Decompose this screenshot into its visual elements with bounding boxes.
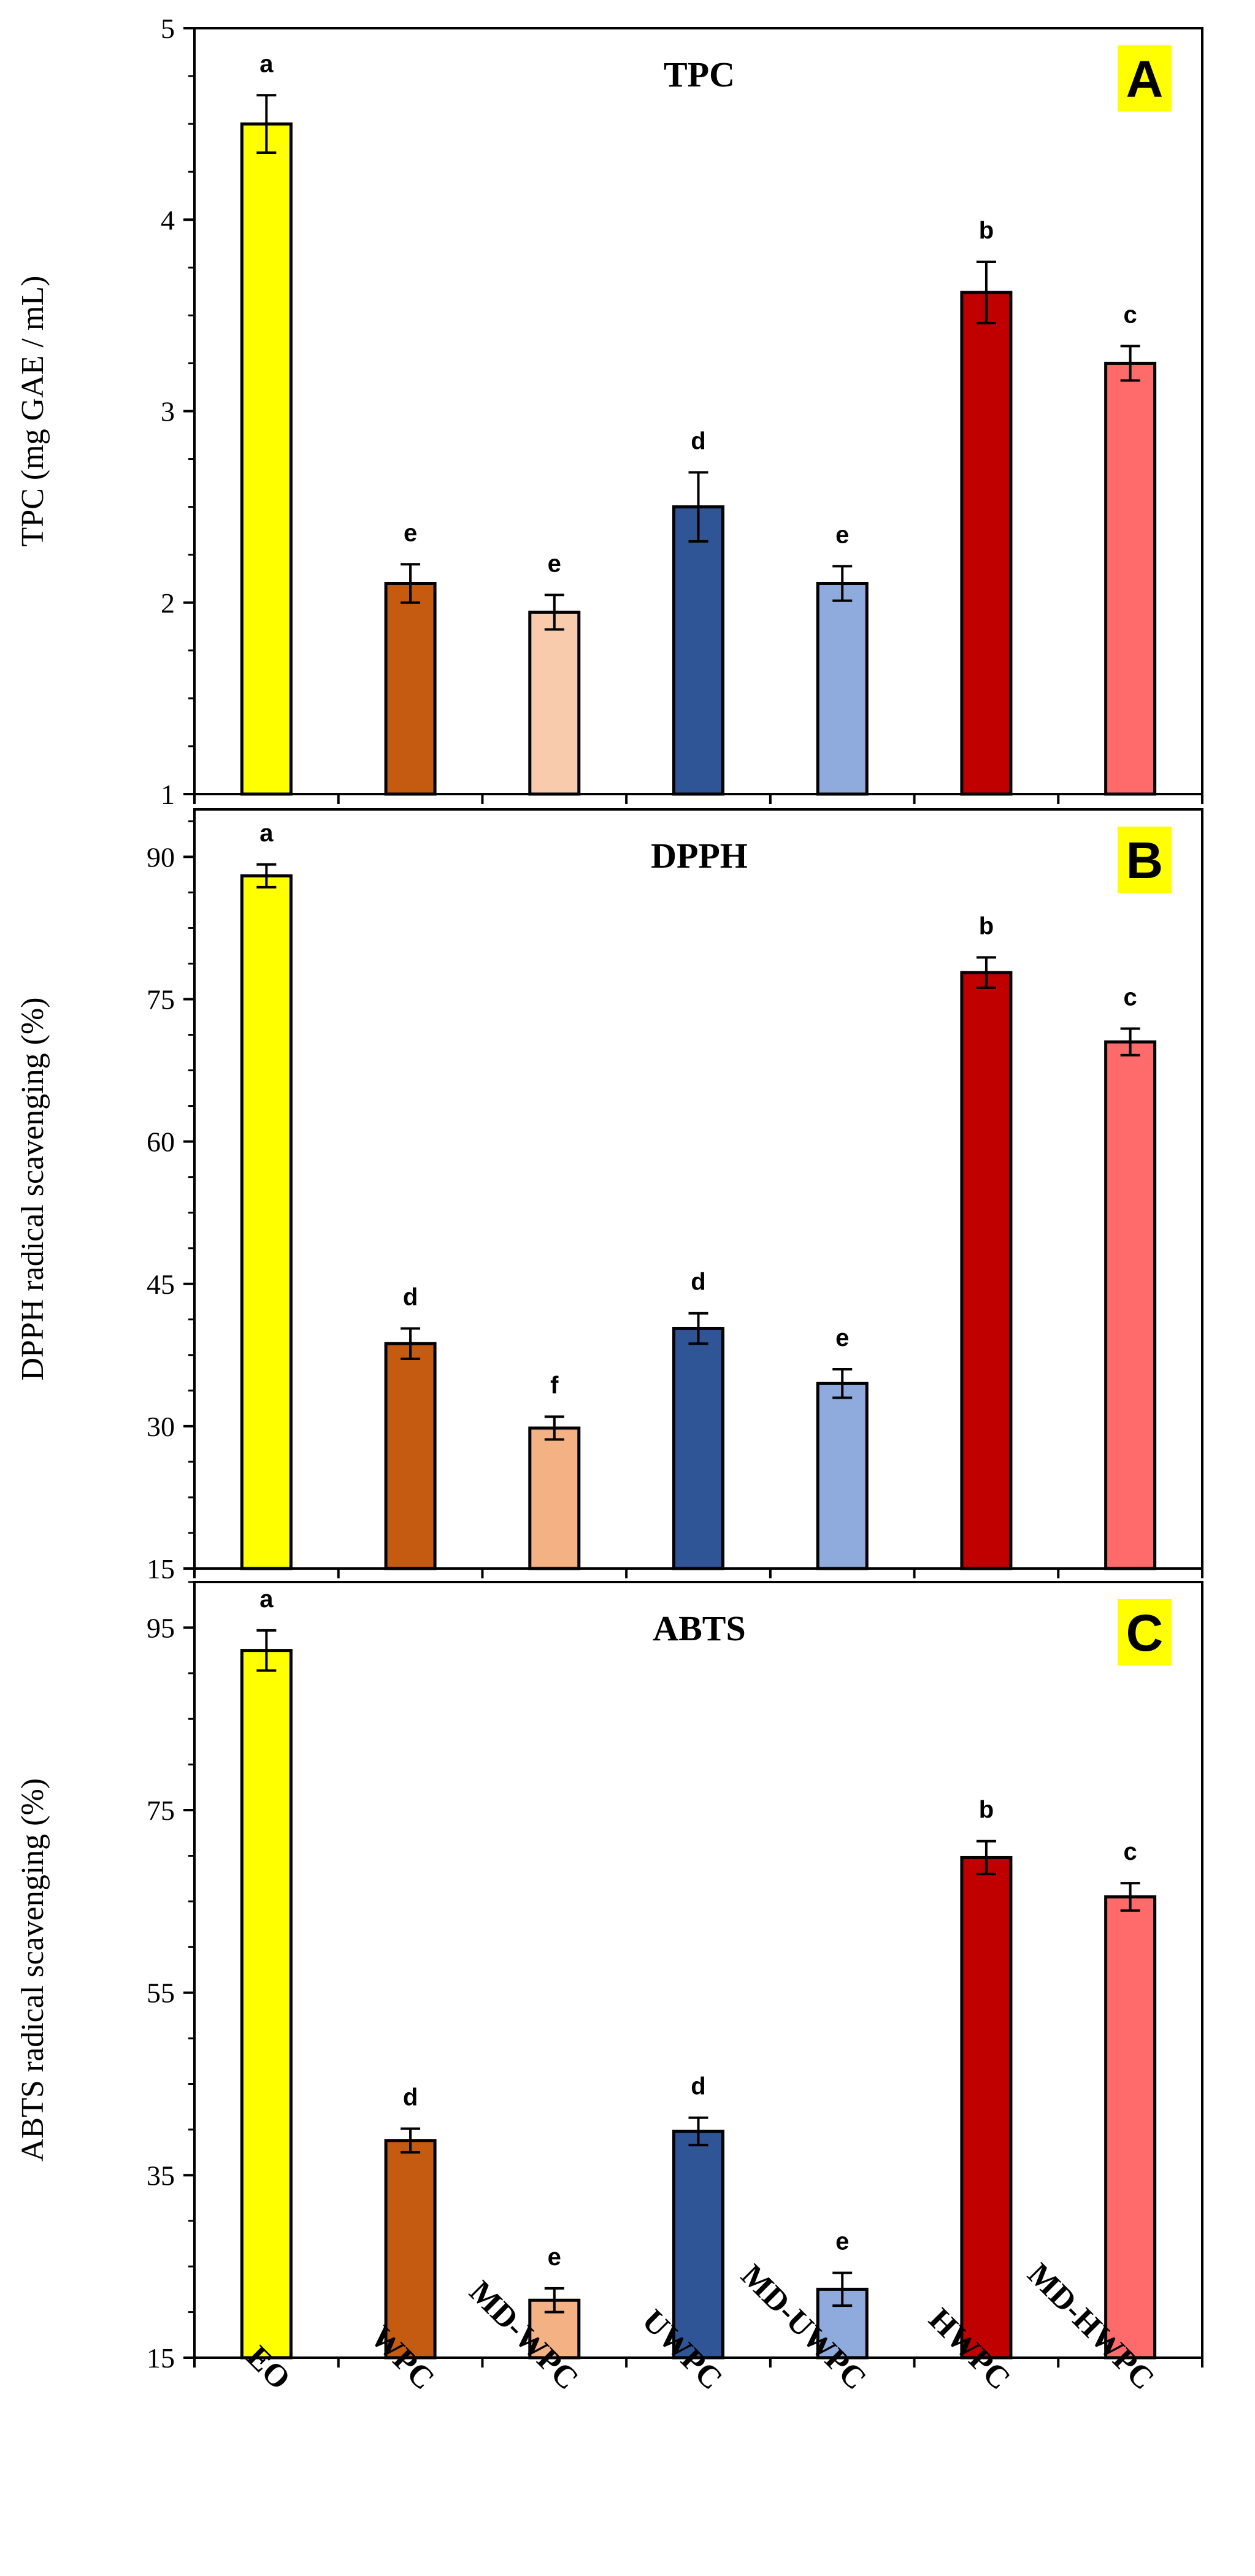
bar: [240, 1649, 293, 2360]
y-tick-label: 5: [161, 13, 175, 44]
significance-letter: d: [403, 1283, 418, 1310]
bar: [672, 505, 724, 796]
bar: [1104, 1040, 1157, 1570]
bar: [816, 1382, 869, 1570]
y-tick-label: 90: [147, 841, 175, 873]
bar: [384, 1342, 437, 1570]
bar: [384, 2139, 437, 2360]
significance-letter: e: [404, 519, 417, 546]
y-axis-label: ABTS radical scavenging (%): [15, 1778, 50, 2161]
bar: [240, 122, 293, 796]
y-tick-label: 75: [147, 1795, 175, 1826]
y-tick-label: 45: [147, 1269, 175, 1300]
panel-letter-highlight: [1118, 45, 1172, 112]
significance-letter: c: [1124, 301, 1137, 328]
y-tick-label: 15: [147, 2342, 175, 2374]
significance-letter: a: [259, 820, 274, 847]
chart-title: TPC: [664, 55, 735, 94]
significance-letter: d: [691, 427, 705, 454]
bar: [960, 291, 1013, 796]
bar: [1104, 361, 1157, 796]
significance-letter: c: [1124, 1838, 1137, 1865]
chart-title: DPPH: [651, 836, 748, 876]
y-tick-label: 60: [147, 1126, 175, 1158]
significance-letter: a: [259, 50, 274, 77]
chart-panel-c: 15 35 55 75 95 ABTS radical scavenging (%) ABT…: [15, 1581, 1203, 2374]
y-tick-label: 3: [161, 396, 175, 427]
significance-letter: e: [835, 1324, 849, 1351]
chart-panel-b: 15 30 45 60 75 90 DPPH radical scavenging (%) D…: [15, 808, 1203, 1584]
bar: [1104, 1895, 1157, 2360]
significance-letter: e: [835, 2228, 849, 2255]
y-axis-label: DPPH radical scavenging (%): [15, 997, 50, 1380]
y-tick-label: 75: [147, 984, 175, 1015]
panel-letter-highlight: [1118, 1599, 1172, 1665]
y-tick-label: 55: [147, 1978, 175, 2009]
bar: [528, 610, 581, 796]
bar: [960, 971, 1013, 1570]
significance-letter: a: [259, 1586, 274, 1613]
chart-title: ABTS: [653, 1608, 746, 1648]
y-axis-label: TPC (mg GAE / mL): [15, 276, 50, 547]
bar: [960, 1856, 1013, 2360]
bar: [816, 582, 869, 796]
y-tick-label: 4: [161, 204, 175, 235]
panel-letter: C: [1126, 1604, 1164, 1662]
y-tick-label: 95: [147, 1612, 175, 1643]
significance-letter: c: [1124, 984, 1137, 1011]
bar: [384, 582, 437, 796]
significance-letter: d: [691, 2073, 705, 2100]
y-tick-label: 15: [147, 1553, 175, 1584]
significance-letter: b: [979, 217, 994, 244]
panel-letter: B: [1126, 831, 1164, 889]
significance-letter: d: [691, 1269, 705, 1296]
y-tick-label: 30: [147, 1411, 175, 1442]
significance-letter: b: [979, 1797, 994, 1824]
significance-letter: f: [550, 1372, 559, 1399]
y-tick-label: 1: [161, 779, 175, 810]
significance-letter: b: [979, 912, 994, 939]
bar: [240, 874, 293, 1570]
y-tick-label: 2: [161, 587, 175, 619]
chart-panel-a: 1 2 3 4 5 TPC (mg GAE / mL) TPC Aa e e d e b c: [15, 13, 1203, 810]
bar: [672, 1326, 724, 1570]
panel-letter: A: [1126, 50, 1164, 108]
panel-letter-highlight: [1118, 827, 1172, 893]
significance-letter: e: [548, 2244, 561, 2271]
significance-letter: e: [835, 521, 849, 548]
significance-letter: e: [548, 550, 561, 577]
y-tick-label: 35: [147, 2160, 175, 2191]
significance-letter: d: [403, 2084, 418, 2111]
bar: [528, 1426, 581, 1570]
